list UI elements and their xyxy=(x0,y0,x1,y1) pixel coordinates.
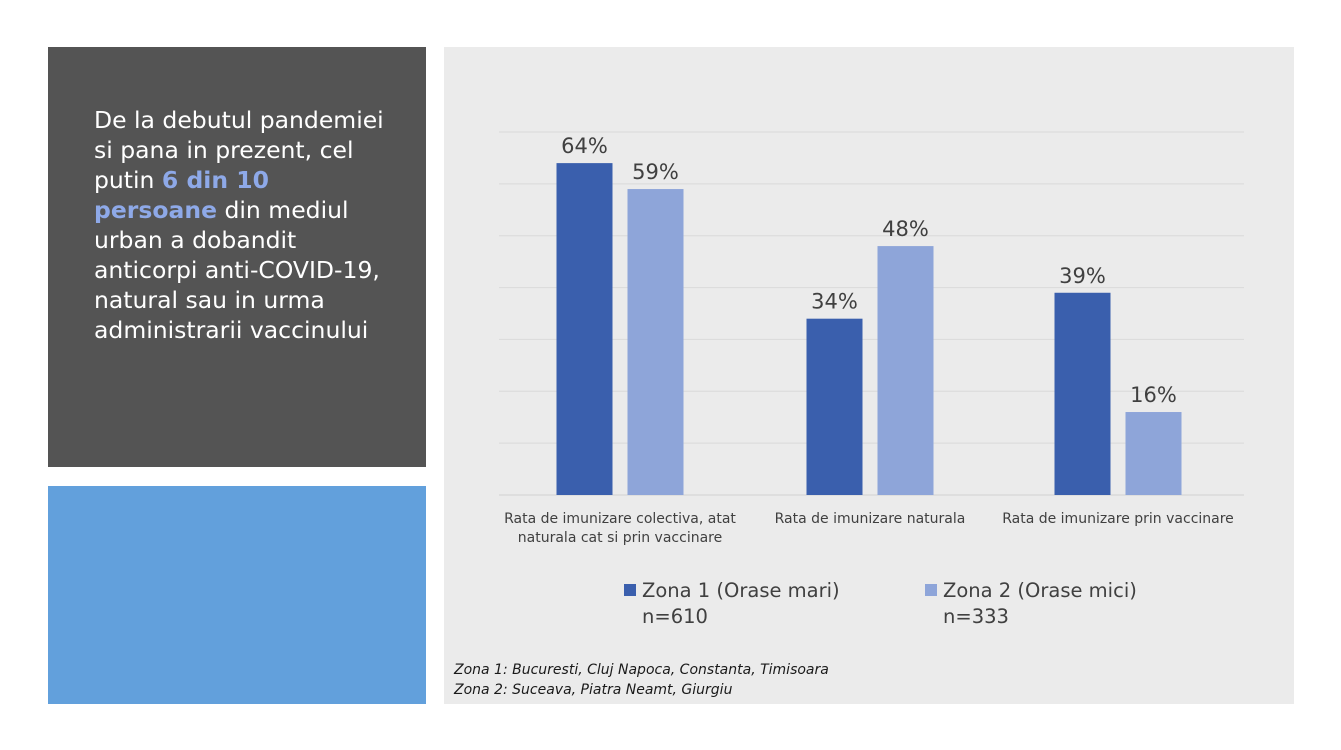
category-label-2: Rata de imunizare naturala xyxy=(774,511,966,527)
bar-zona-1-cat-1 xyxy=(556,163,613,495)
bar-zona-1-cat-3 xyxy=(1054,292,1111,495)
headline-highlight: 6 din 10 persoane xyxy=(94,166,269,224)
data-label-zona-1-cat-2: 34% xyxy=(811,290,858,314)
bar-chart: 64% 59% 34% 48% 39% 16% xyxy=(499,131,1244,496)
legend-swatch-zona-1 xyxy=(624,584,636,596)
legend-item-zona-1: Zona 1 (Orase mari) n=610 xyxy=(624,578,840,630)
data-label-zona-2-cat-2: 48% xyxy=(882,217,929,241)
footnote-zona-2: Zona 2: Suceava, Piatra Neamt, Giurgiu xyxy=(454,682,733,698)
accent-panel xyxy=(48,486,426,704)
data-label-zona-1-cat-3: 39% xyxy=(1059,264,1106,288)
headline-part1: De la debutul pandemiei si pana in preze… xyxy=(94,106,384,194)
legend-swatch-zona-2 xyxy=(925,584,937,596)
bar-zona-1-cat-2 xyxy=(806,318,863,495)
headline-part2: din mediul urban a dobandit anticorpi an… xyxy=(94,196,380,344)
data-label-zona-2-cat-1: 59% xyxy=(632,160,679,184)
legend-label-zona-1: Zona 1 (Orase mari) xyxy=(642,579,840,602)
bar-zona-2-cat-1 xyxy=(627,189,684,496)
legend-n-zona-2: n=333 xyxy=(943,605,1009,628)
chart-panel: 64% 59% 34% 48% 39% 16% Rata de imunizare col… xyxy=(444,47,1294,704)
legend-label-zona-2: Zona 2 (Orase mici) xyxy=(943,579,1137,602)
headline-text: De la debutul pandemiei si pana in preze… xyxy=(94,105,394,345)
headline-panel: De la debutul pandemiei si pana in preze… xyxy=(48,47,426,467)
data-label-zona-2-cat-3: 16% xyxy=(1130,383,1177,407)
category-label-1: Rata de imunizare colectiva, atat natura… xyxy=(504,511,736,546)
footnote-zona-1: Zona 1: Bucuresti, Cluj Napoca, Constant… xyxy=(454,662,829,678)
bar-zona-2-cat-2 xyxy=(877,246,934,495)
bar-zona-2-cat-3 xyxy=(1125,412,1182,495)
category-label-3: Rata de imunizare prin vaccinare xyxy=(1002,511,1234,527)
legend-n-zona-1: n=610 xyxy=(642,605,708,628)
data-label-zona-1-cat-1: 64% xyxy=(561,134,608,158)
legend-item-zona-2: Zona 2 (Orase mici) n=333 xyxy=(925,578,1137,630)
